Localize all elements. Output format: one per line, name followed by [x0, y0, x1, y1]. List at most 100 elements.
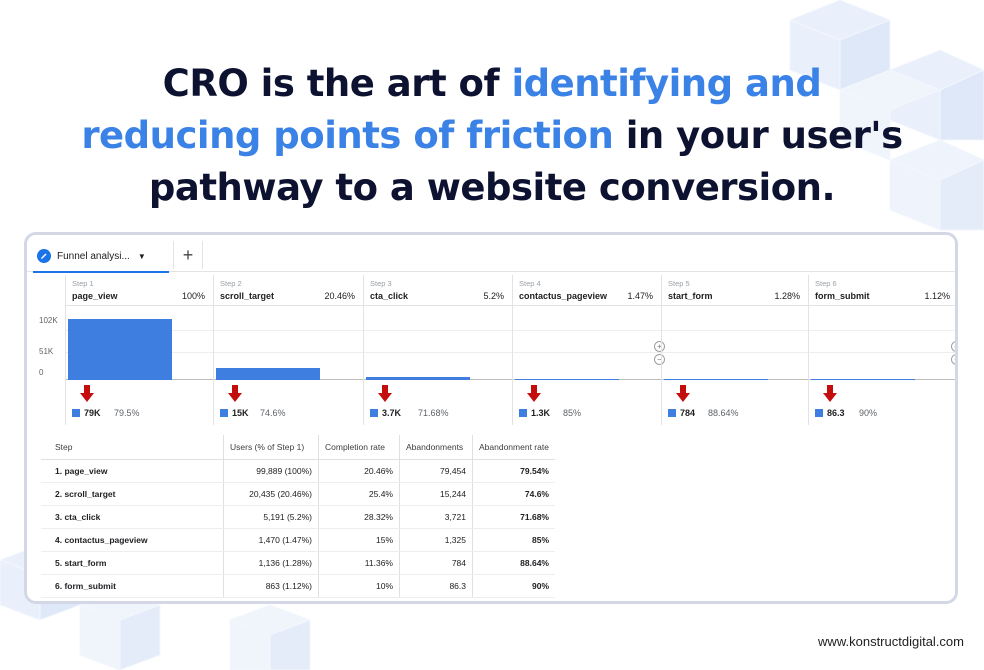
headline-highlight-2: reducing points of friction — [81, 114, 614, 157]
abandonment-summary: 3.7K 71.68% — [370, 383, 510, 425]
step-plot — [662, 305, 808, 380]
funnel-step-6[interactable]: Step 6 form_submit 1.12% +− 86.3 90% — [808, 275, 955, 425]
step-name: start_form — [668, 291, 713, 301]
step-name: form_submit — [815, 291, 870, 301]
tab-funnel-analysis[interactable]: Funnel analysi... ▼ — [33, 241, 169, 273]
cell-abandonments: 86.3 — [399, 574, 473, 598]
cell-abandonment-rate: 90% — [472, 574, 555, 598]
tab-bar: Funnel analysi... ▼ + — [27, 235, 955, 273]
col-header-step[interactable]: Step — [41, 435, 224, 460]
cell-completion-rate: 10% — [318, 574, 400, 598]
legend-swatch — [370, 409, 378, 417]
cell-abandonment-rate: 79.54% — [472, 459, 555, 483]
step-number: Step 1 — [72, 279, 94, 288]
cell-step: 6. form_submit — [41, 574, 224, 598]
abandonment-rate: 85% — [563, 408, 582, 418]
cell-abandonment-rate: 74.6% — [472, 482, 555, 506]
zoom-out-icon[interactable]: − — [951, 354, 955, 365]
down-arrow-icon — [80, 385, 94, 402]
funnel-bar[interactable] — [515, 379, 619, 380]
step-number: Step 2 — [220, 279, 242, 288]
cell-step: 3. cta_click — [41, 505, 224, 529]
step-name: cta_click — [370, 291, 409, 301]
cell-step: 1. page_view — [41, 459, 224, 483]
table-row[interactable]: 3. cta_click 5,191 (5.2%) 28.32% 3,721 71.68… — [41, 505, 555, 529]
zoom-in-icon[interactable]: + — [951, 341, 955, 352]
step-plot: +− — [513, 305, 665, 380]
footer-url[interactable]: www.konstructdigital.com — [818, 634, 964, 649]
funnel-step-5[interactable]: Step 5 start_form 1.28% 784 88.64% — [661, 275, 808, 425]
down-arrow-icon — [378, 385, 392, 402]
funnel-bar[interactable] — [216, 368, 320, 380]
step-name: scroll_target — [220, 291, 275, 301]
headline-highlight-1: identifying and — [511, 62, 822, 105]
table-row[interactable]: 5. start_form 1,136 (1.28%) 11.36% 784 88.64… — [41, 551, 555, 575]
headline-text-3: pathway to a website conversion. — [148, 166, 836, 209]
cell-abandonments: 784 — [399, 551, 473, 575]
funnel-bar[interactable] — [366, 377, 470, 380]
step-name: contactus_pageview — [519, 291, 608, 301]
funnel-step-2[interactable]: Step 2 scroll_target 20.46% 15K 74.6% — [213, 275, 363, 425]
down-arrow-icon — [823, 385, 837, 402]
step-plot — [214, 305, 363, 380]
cell-users: 863 (1.12%) — [223, 574, 319, 598]
headline: CRO is the art of identifying and reduci… — [0, 58, 984, 214]
col-header-abandonments[interactable]: Abandonments — [399, 435, 473, 460]
abandonment-count: 86.3 — [827, 408, 845, 418]
abandonment-rate: 88.64% — [708, 408, 739, 418]
cell-step: 2. scroll_target — [41, 482, 224, 506]
table-row[interactable]: 2. scroll_target 20,435 (20.46%) 25.4% 15,2… — [41, 482, 555, 506]
cell-abandonments: 79,454 — [399, 459, 473, 483]
funnel-bar[interactable] — [811, 379, 915, 380]
col-header-abandonment-rate[interactable]: Abandonment rate — [472, 435, 555, 460]
step-percentage: 1.12% — [924, 291, 950, 301]
cell-completion-rate: 20.46% — [318, 459, 400, 483]
funnel-chart: 102K 51K 0 Step 1 page_view 100% 79K 79.… — [27, 275, 955, 425]
legend-swatch — [220, 409, 228, 417]
abandonment-rate: 74.6% — [260, 408, 286, 418]
abandonment-count: 79K — [84, 408, 101, 418]
cell-step: 5. start_form — [41, 551, 224, 575]
zoom-out-icon[interactable]: − — [654, 354, 665, 365]
funnel-bar[interactable] — [68, 319, 172, 380]
funnel-step-3[interactable]: Step 3 cta_click 5.2% 3.7K 71.68% — [363, 275, 512, 425]
tab-label: Funnel analysi... — [57, 250, 130, 262]
step-number: Step 5 — [668, 279, 690, 288]
cell-abandonment-rate: 85% — [472, 528, 555, 552]
table-row[interactable]: 6. form_submit 863 (1.12%) 10% 86.3 90% — [41, 574, 555, 598]
pencil-icon — [37, 249, 51, 263]
cell-users: 1,136 (1.28%) — [223, 551, 319, 575]
legend-swatch — [72, 409, 80, 417]
abandonment-count: 784 — [680, 408, 696, 418]
legend-swatch — [815, 409, 823, 417]
step-percentage: 20.46% — [324, 291, 355, 301]
cell-users: 5,191 (5.2%) — [223, 505, 319, 529]
funnel-step-4[interactable]: Step 4 contactus_pageview 1.47% + − 1.3K … — [512, 275, 665, 425]
cell-abandonments: 15,244 — [399, 482, 473, 506]
headline-text-2: in your user's — [613, 114, 903, 157]
funnel-step-1[interactable]: Step 1 page_view 100% 79K 79.5% — [65, 275, 213, 425]
funnel-bar[interactable] — [664, 379, 768, 380]
step-number: Step 6 — [815, 279, 837, 288]
legend-swatch — [668, 409, 676, 417]
col-header-users[interactable]: Users (% of Step 1) — [223, 435, 319, 460]
abandonment-rate: 71.68% — [418, 408, 449, 418]
cell-completion-rate: 11.36% — [318, 551, 400, 575]
abandonment-summary: 784 88.64% — [668, 383, 808, 425]
abandonment-summary: 79K 79.5% — [72, 383, 212, 425]
cell-completion-rate: 25.4% — [318, 482, 400, 506]
funnel-report-card: Funnel analysi... ▼ + 102K 51K 0 Step 1 … — [24, 232, 958, 604]
down-arrow-icon — [676, 385, 690, 402]
abandonment-count: 15K — [232, 408, 249, 418]
add-tab-button[interactable]: + — [173, 241, 203, 269]
down-arrow-icon — [228, 385, 242, 402]
step-plot — [364, 305, 512, 380]
abandonment-count: 3.7K — [382, 408, 402, 418]
zoom-in-icon[interactable]: + — [654, 341, 665, 352]
caret-down-icon[interactable]: ▼ — [137, 251, 146, 261]
col-header-completion[interactable]: Completion rate — [318, 435, 400, 460]
table-row[interactable]: 4. contactus_pageview 1,470 (1.47%) 15% 1,3… — [41, 528, 555, 552]
step-percentage: 100% — [181, 291, 205, 301]
table-row[interactable]: 1. page_view 99,889 (100%) 20.46% 79,454 79.… — [41, 459, 555, 483]
step-percentage: 5.2% — [483, 291, 504, 301]
